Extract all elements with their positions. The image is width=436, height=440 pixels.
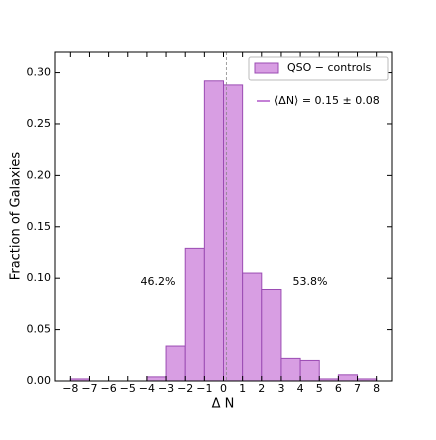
y-tick-label: 0.05 [27, 323, 52, 336]
bar [337, 374, 359, 382]
bar [203, 80, 225, 382]
y-tick-label: 0.25 [27, 117, 52, 130]
x-tick-label: 3 [277, 382, 284, 395]
x-tick-label: 6 [335, 382, 342, 395]
y-axis-label: Fraction of Galaxies [9, 152, 24, 281]
x-tick-label: 1 [239, 382, 246, 395]
bar [146, 376, 167, 382]
x-tick-label: −1 [196, 382, 212, 395]
x-tick-label: −5 [120, 382, 136, 395]
x-tick-label: 5 [316, 382, 323, 395]
x-tick-label: −3 [158, 382, 174, 395]
x-axis-label: Δ N [212, 397, 235, 412]
bar [165, 345, 186, 382]
x-tick-label: −2 [177, 382, 193, 395]
x-tick-label: 4 [297, 382, 304, 395]
bar [299, 359, 320, 382]
legend-label: ⟨ΔN⟩ = 0.15 ± 0.08 [274, 94, 380, 107]
y-tick-label: 0.15 [27, 220, 52, 233]
legend-box [248, 56, 389, 81]
x-tick-label: 2 [258, 382, 265, 395]
y-tick-label: 0.00 [27, 374, 52, 387]
bar [242, 272, 263, 382]
x-tick-label: 8 [373, 382, 380, 395]
y-tick-label: 0.30 [27, 66, 52, 79]
x-tick-label: −7 [81, 382, 97, 395]
y-tick-label: 0.10 [27, 271, 52, 284]
legend-swatch [254, 62, 279, 74]
x-tick-label: −8 [62, 382, 78, 395]
annotation: 46.2% [141, 275, 176, 288]
legend-label: QSO − controls [287, 61, 372, 74]
bar [261, 288, 282, 382]
x-tick-label: 0 [220, 382, 227, 395]
bar [280, 357, 301, 382]
x-tick-label: −6 [101, 382, 117, 395]
x-tick-label: 7 [354, 382, 361, 395]
y-tick-label: 0.20 [27, 168, 52, 181]
x-tick-label: −4 [139, 382, 155, 395]
annotation: 53.8% [293, 275, 328, 288]
bar [184, 247, 205, 382]
